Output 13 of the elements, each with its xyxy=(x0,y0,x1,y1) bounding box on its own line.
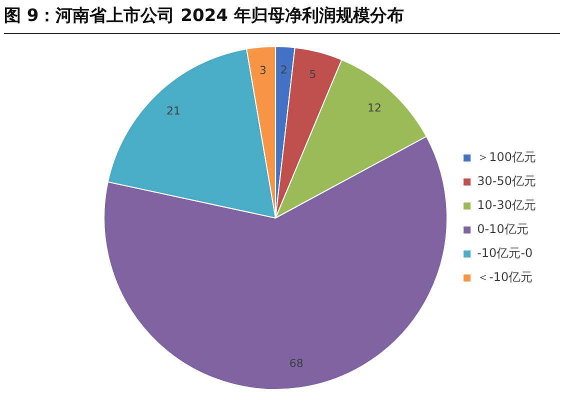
data-label: 2 xyxy=(280,64,288,77)
data-label: 12 xyxy=(368,102,382,115)
data-label: 68 xyxy=(289,356,304,370)
legend-label: 0-10亿元 xyxy=(477,222,528,236)
legend-label: ＜-10亿元 xyxy=(477,270,533,284)
legend-label: ＞100亿元 xyxy=(477,150,536,164)
data-label: 3 xyxy=(260,64,267,77)
data-label: 5 xyxy=(309,68,316,82)
legend-label: 30-50亿元 xyxy=(477,174,536,188)
legend-label: 10-30亿元 xyxy=(477,198,536,212)
chart-title: 图 9：河南省上市公司 2024 年归母净利润规模分布 xyxy=(4,4,560,34)
legend-label: -10亿元-0 xyxy=(477,246,533,260)
data-label: 21 xyxy=(166,104,180,118)
